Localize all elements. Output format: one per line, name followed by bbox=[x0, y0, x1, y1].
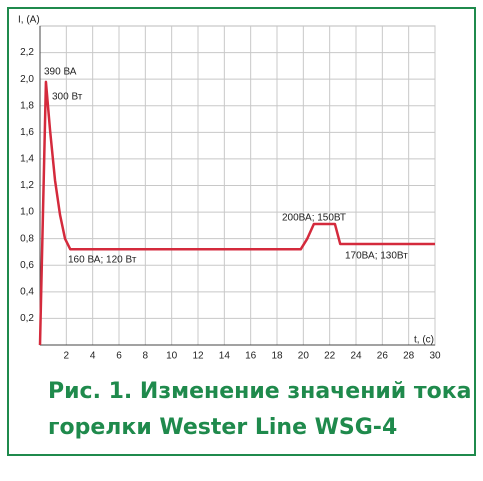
x-tick-label: 22 bbox=[324, 351, 336, 362]
x-tick-label: 30 bbox=[429, 351, 441, 362]
x-tick-label: 28 bbox=[403, 351, 415, 362]
annotation: 390 ВА bbox=[44, 67, 77, 78]
y-tick-label: 0,2 bbox=[20, 313, 34, 324]
annotation: 300 Вт bbox=[52, 92, 83, 103]
y-tick-label: 1,0 bbox=[20, 207, 34, 218]
x-axis-label: t, (c) bbox=[414, 335, 434, 346]
x-tick-label: 26 bbox=[377, 351, 389, 362]
y-tick-label: 1,4 bbox=[20, 154, 34, 165]
annotation: 170ВА; 130Вт bbox=[345, 251, 408, 262]
x-tick-label: 16 bbox=[245, 351, 257, 362]
y-tick-label: 2,0 bbox=[20, 74, 34, 85]
x-tick-label: 4 bbox=[90, 351, 96, 362]
caption: Рис. 1. Изменение значений тока bbox=[48, 379, 472, 404]
x-tick-label: 20 bbox=[298, 351, 310, 362]
x-tick-label: 8 bbox=[143, 351, 149, 362]
caption: горелки Wester Line WSG-4 bbox=[48, 415, 397, 440]
x-tick-label: 18 bbox=[271, 351, 283, 362]
y-tick-label: 0,8 bbox=[20, 233, 34, 244]
annotation: 160 ВА; 120 Вт bbox=[68, 255, 137, 266]
data-line bbox=[38, 80, 435, 346]
x-tick-label: 10 bbox=[166, 351, 178, 362]
y-tick-label: 1,2 bbox=[20, 180, 34, 191]
y-tick-label: 1,8 bbox=[20, 100, 34, 111]
y-tick-label: 1,6 bbox=[20, 127, 34, 138]
x-tick-label: 14 bbox=[219, 351, 231, 362]
y-tick-label: 0,4 bbox=[20, 286, 34, 297]
x-tick-label: 2 bbox=[64, 351, 70, 362]
y-tick-label: 2,2 bbox=[20, 47, 34, 58]
x-tick-label: 24 bbox=[350, 351, 362, 362]
x-tick-label: 6 bbox=[116, 351, 122, 362]
x-tick-label: 12 bbox=[192, 351, 204, 362]
y-tick-label: 0,6 bbox=[20, 260, 34, 271]
frame bbox=[7, 7, 476, 456]
y-axis-label: I, (A) bbox=[18, 15, 40, 26]
annotation: 200ВА; 150ВТ bbox=[282, 213, 346, 224]
